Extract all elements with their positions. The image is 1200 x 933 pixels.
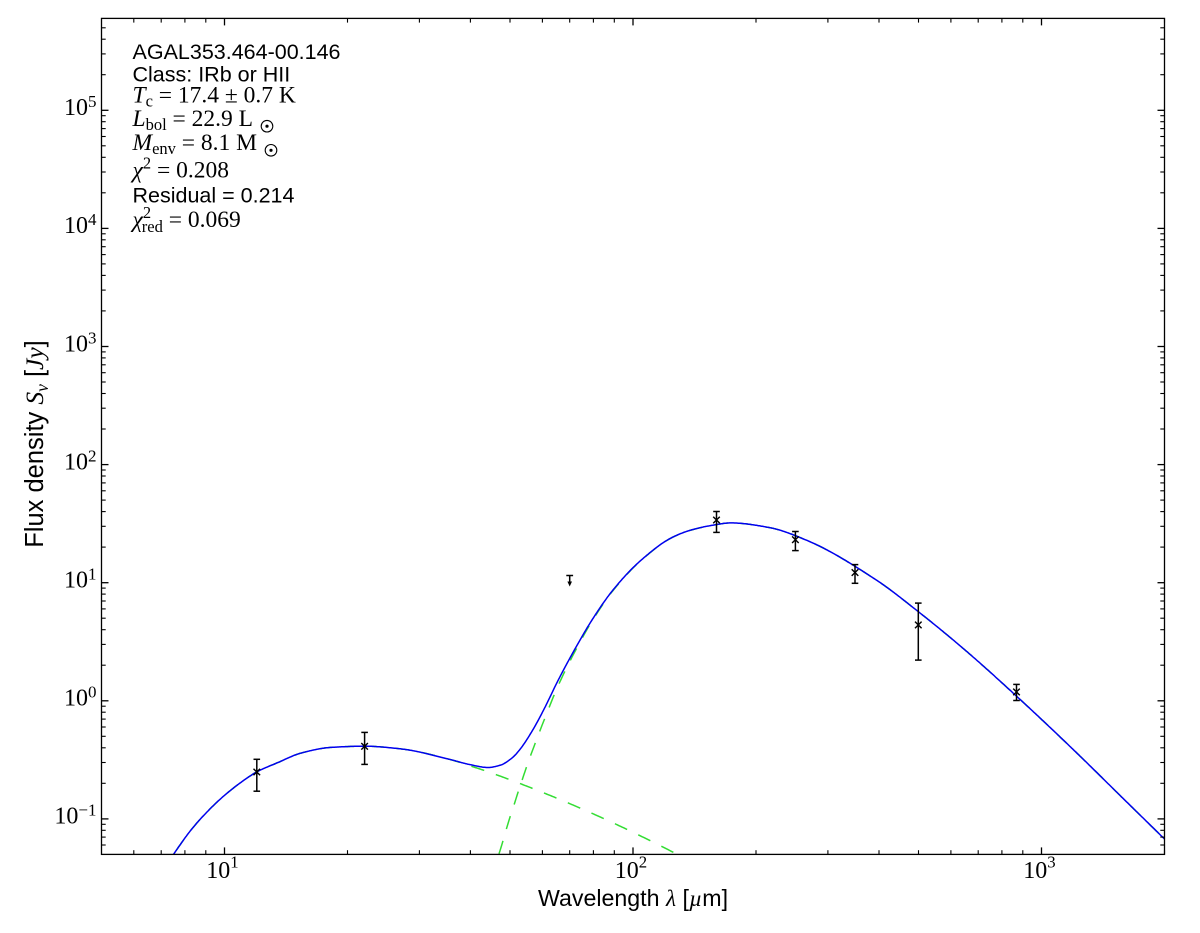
svg-text:10−1: 10−1 xyxy=(54,801,96,830)
svg-text:102: 102 xyxy=(64,446,97,475)
svg-text:101: 101 xyxy=(64,565,97,594)
svg-text:Residual = 0.214: Residual = 0.214 xyxy=(133,184,295,208)
svg-text:χ2 = 0.208: χ2 = 0.208 xyxy=(131,154,229,184)
svg-text:Flux density Sν [Jy]: Flux density Sν [Jy] xyxy=(20,340,52,548)
svg-text:Wavelength λ [µm]: Wavelength λ [µm] xyxy=(538,885,728,912)
svg-text:102: 102 xyxy=(615,853,647,884)
svg-text:104: 104 xyxy=(64,210,97,239)
svg-text:AGAL353.464-00.146: AGAL353.464-00.146 xyxy=(133,40,341,64)
svg-text:Lbol = 22.9 L: Lbol = 22.9 L xyxy=(132,106,254,134)
svg-text:100: 100 xyxy=(64,683,97,712)
svg-text:101: 101 xyxy=(206,853,238,884)
svg-text:Tc = 17.4 ± 0.7 K: Tc = 17.4 ± 0.7 K xyxy=(133,83,296,111)
svg-text:105: 105 xyxy=(64,92,97,121)
svg-text:103: 103 xyxy=(1023,853,1055,884)
svg-text:103: 103 xyxy=(64,328,97,357)
svg-text:Menv = 8.1 M: Menv = 8.1 M xyxy=(132,130,258,158)
svg-text:Class: IRb or HII: Class: IRb or HII xyxy=(133,62,291,86)
